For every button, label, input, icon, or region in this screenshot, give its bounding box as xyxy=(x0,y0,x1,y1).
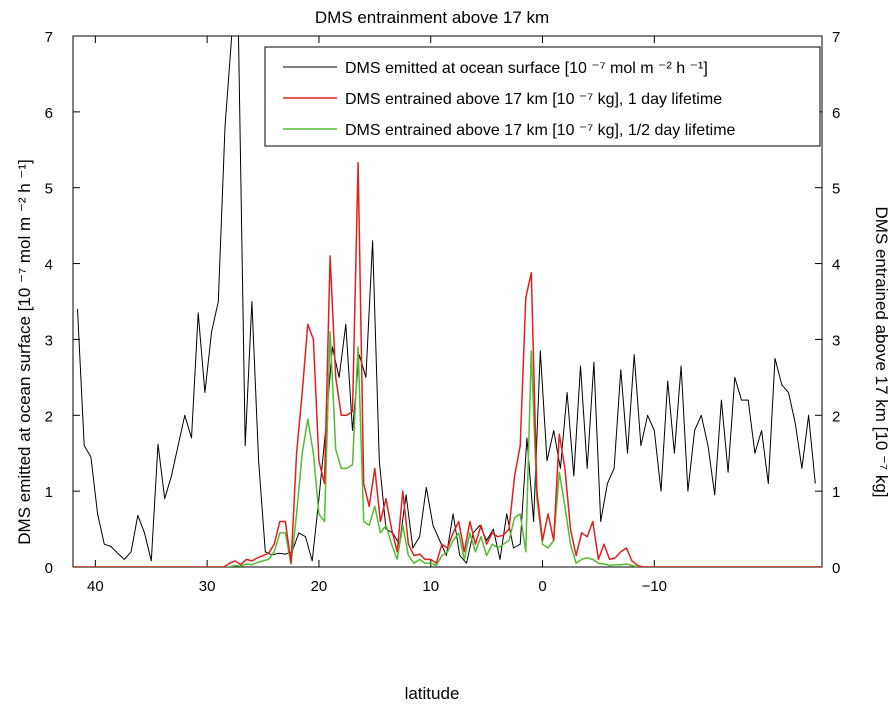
x-tick-label: 20 xyxy=(311,578,328,595)
legend: DMS emitted at ocean surface [10 ⁻⁷ mol … xyxy=(264,46,821,147)
plot-border xyxy=(72,35,823,568)
y-tick-label-right: 7 xyxy=(832,29,840,46)
left-y-axis-label: DMS emitted at ocean surface [10 ⁻⁷ mol … xyxy=(15,159,34,544)
legend-label: DMS entrained above 17 km [10 ⁻⁷ kg], 1 … xyxy=(345,91,722,108)
legend-box xyxy=(264,46,821,147)
plot-frame xyxy=(72,35,823,568)
x-tick-label: 10 xyxy=(422,578,439,595)
y-tick-label-left: 5 xyxy=(45,181,53,198)
y-tick-label-left: 0 xyxy=(45,560,53,577)
y-tick-label-right: 2 xyxy=(832,408,840,425)
x-axis-label: latitude xyxy=(405,684,460,703)
series-entrained-1day-line xyxy=(73,161,822,567)
legend-label: DMS emitted at ocean surface [10 ⁻⁷ mol … xyxy=(345,60,708,77)
y-tick-label-left: 3 xyxy=(45,332,53,349)
y-tick-label-right: 3 xyxy=(832,332,840,349)
series-surface-emission-line xyxy=(77,36,816,564)
legend-label: DMS entrained above 17 km [10 ⁻⁷ kg], 1/… xyxy=(345,122,736,139)
series-layer xyxy=(73,36,822,567)
y-tick-label-left: 2 xyxy=(45,408,53,425)
y-tick-label-right: 0 xyxy=(832,560,840,577)
y-tick-label-left: 4 xyxy=(45,257,53,274)
x-tick-label: 40 xyxy=(87,578,104,595)
right-y-axis-label: DMS entrained above 17 km [10 ⁻⁷ kg] xyxy=(872,206,891,497)
y-tick-label-right: 6 xyxy=(832,105,840,122)
series-entrained-halfday-line xyxy=(73,331,822,567)
x-tick-label: 30 xyxy=(199,578,216,595)
x-tick-label: 0 xyxy=(538,578,546,595)
y-tick-label-left: 7 xyxy=(45,29,53,46)
y-tick-label-left: 6 xyxy=(45,105,53,122)
x-tick-label: −10 xyxy=(642,578,667,595)
y-tick-label-left: 1 xyxy=(45,484,53,501)
y-tick-label-right: 4 xyxy=(832,257,840,274)
y-tick-label-right: 1 xyxy=(832,484,840,501)
chart-title: DMS entrainment above 17 km xyxy=(315,8,549,27)
y-tick-label-right: 5 xyxy=(832,181,840,198)
